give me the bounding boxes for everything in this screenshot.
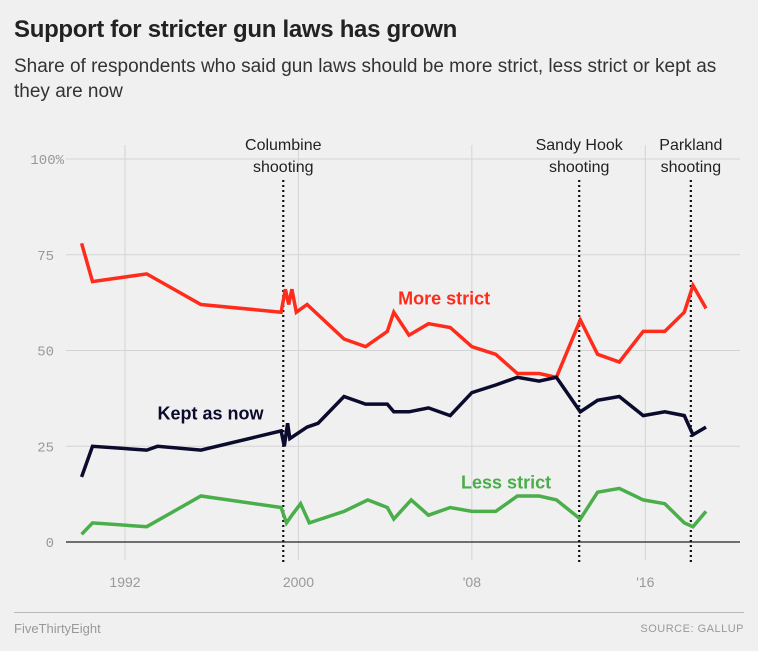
brand-label: FiveThirtyEight — [14, 621, 101, 636]
event-label: Sandy Hook — [536, 137, 624, 154]
footer-divider — [14, 612, 744, 613]
y-tick-label: 75 — [37, 249, 54, 265]
event-label: Columbine — [245, 137, 322, 154]
series-label-kept-as-now: Kept as now — [158, 403, 265, 423]
series-label-more-strict: More strict — [398, 289, 490, 309]
event-label: Parkland — [659, 137, 722, 154]
grid: 1992 2000 '08 '16 0 25 50 75 100% — [30, 145, 740, 590]
y-tick-label: 25 — [37, 440, 54, 456]
x-tick-label: '08 — [463, 574, 481, 590]
x-tick-label: '16 — [636, 574, 654, 590]
series-lines — [79, 242, 708, 536]
source-label: SOURCE: GALLUP — [640, 623, 744, 635]
x-tick-label: 2000 — [283, 574, 314, 590]
y-tick-label: 50 — [37, 345, 54, 361]
chart-subtitle: Share of respondents who said gun laws s… — [14, 56, 717, 102]
event-annotations: Columbine shooting Sandy Hook shooting Parkl… — [245, 137, 722, 562]
event-label: shooting — [549, 159, 610, 176]
y-tick-label: 100% — [30, 153, 64, 169]
series-line-more-strict — [79, 242, 708, 380]
x-tick-label: 1992 — [109, 574, 140, 590]
event-label: shooting — [253, 159, 314, 176]
series-label-less-strict: Less strict — [461, 472, 551, 492]
series-line-kept-as-now — [79, 375, 707, 478]
series-labels: More strict Kept as now Less strict — [158, 289, 552, 493]
event-label: shooting — [661, 159, 722, 176]
chart-title: Support for stricter gun laws has grown — [14, 16, 458, 43]
y-tick-label: 0 — [46, 536, 54, 552]
series-line-less-strict — [80, 486, 708, 536]
